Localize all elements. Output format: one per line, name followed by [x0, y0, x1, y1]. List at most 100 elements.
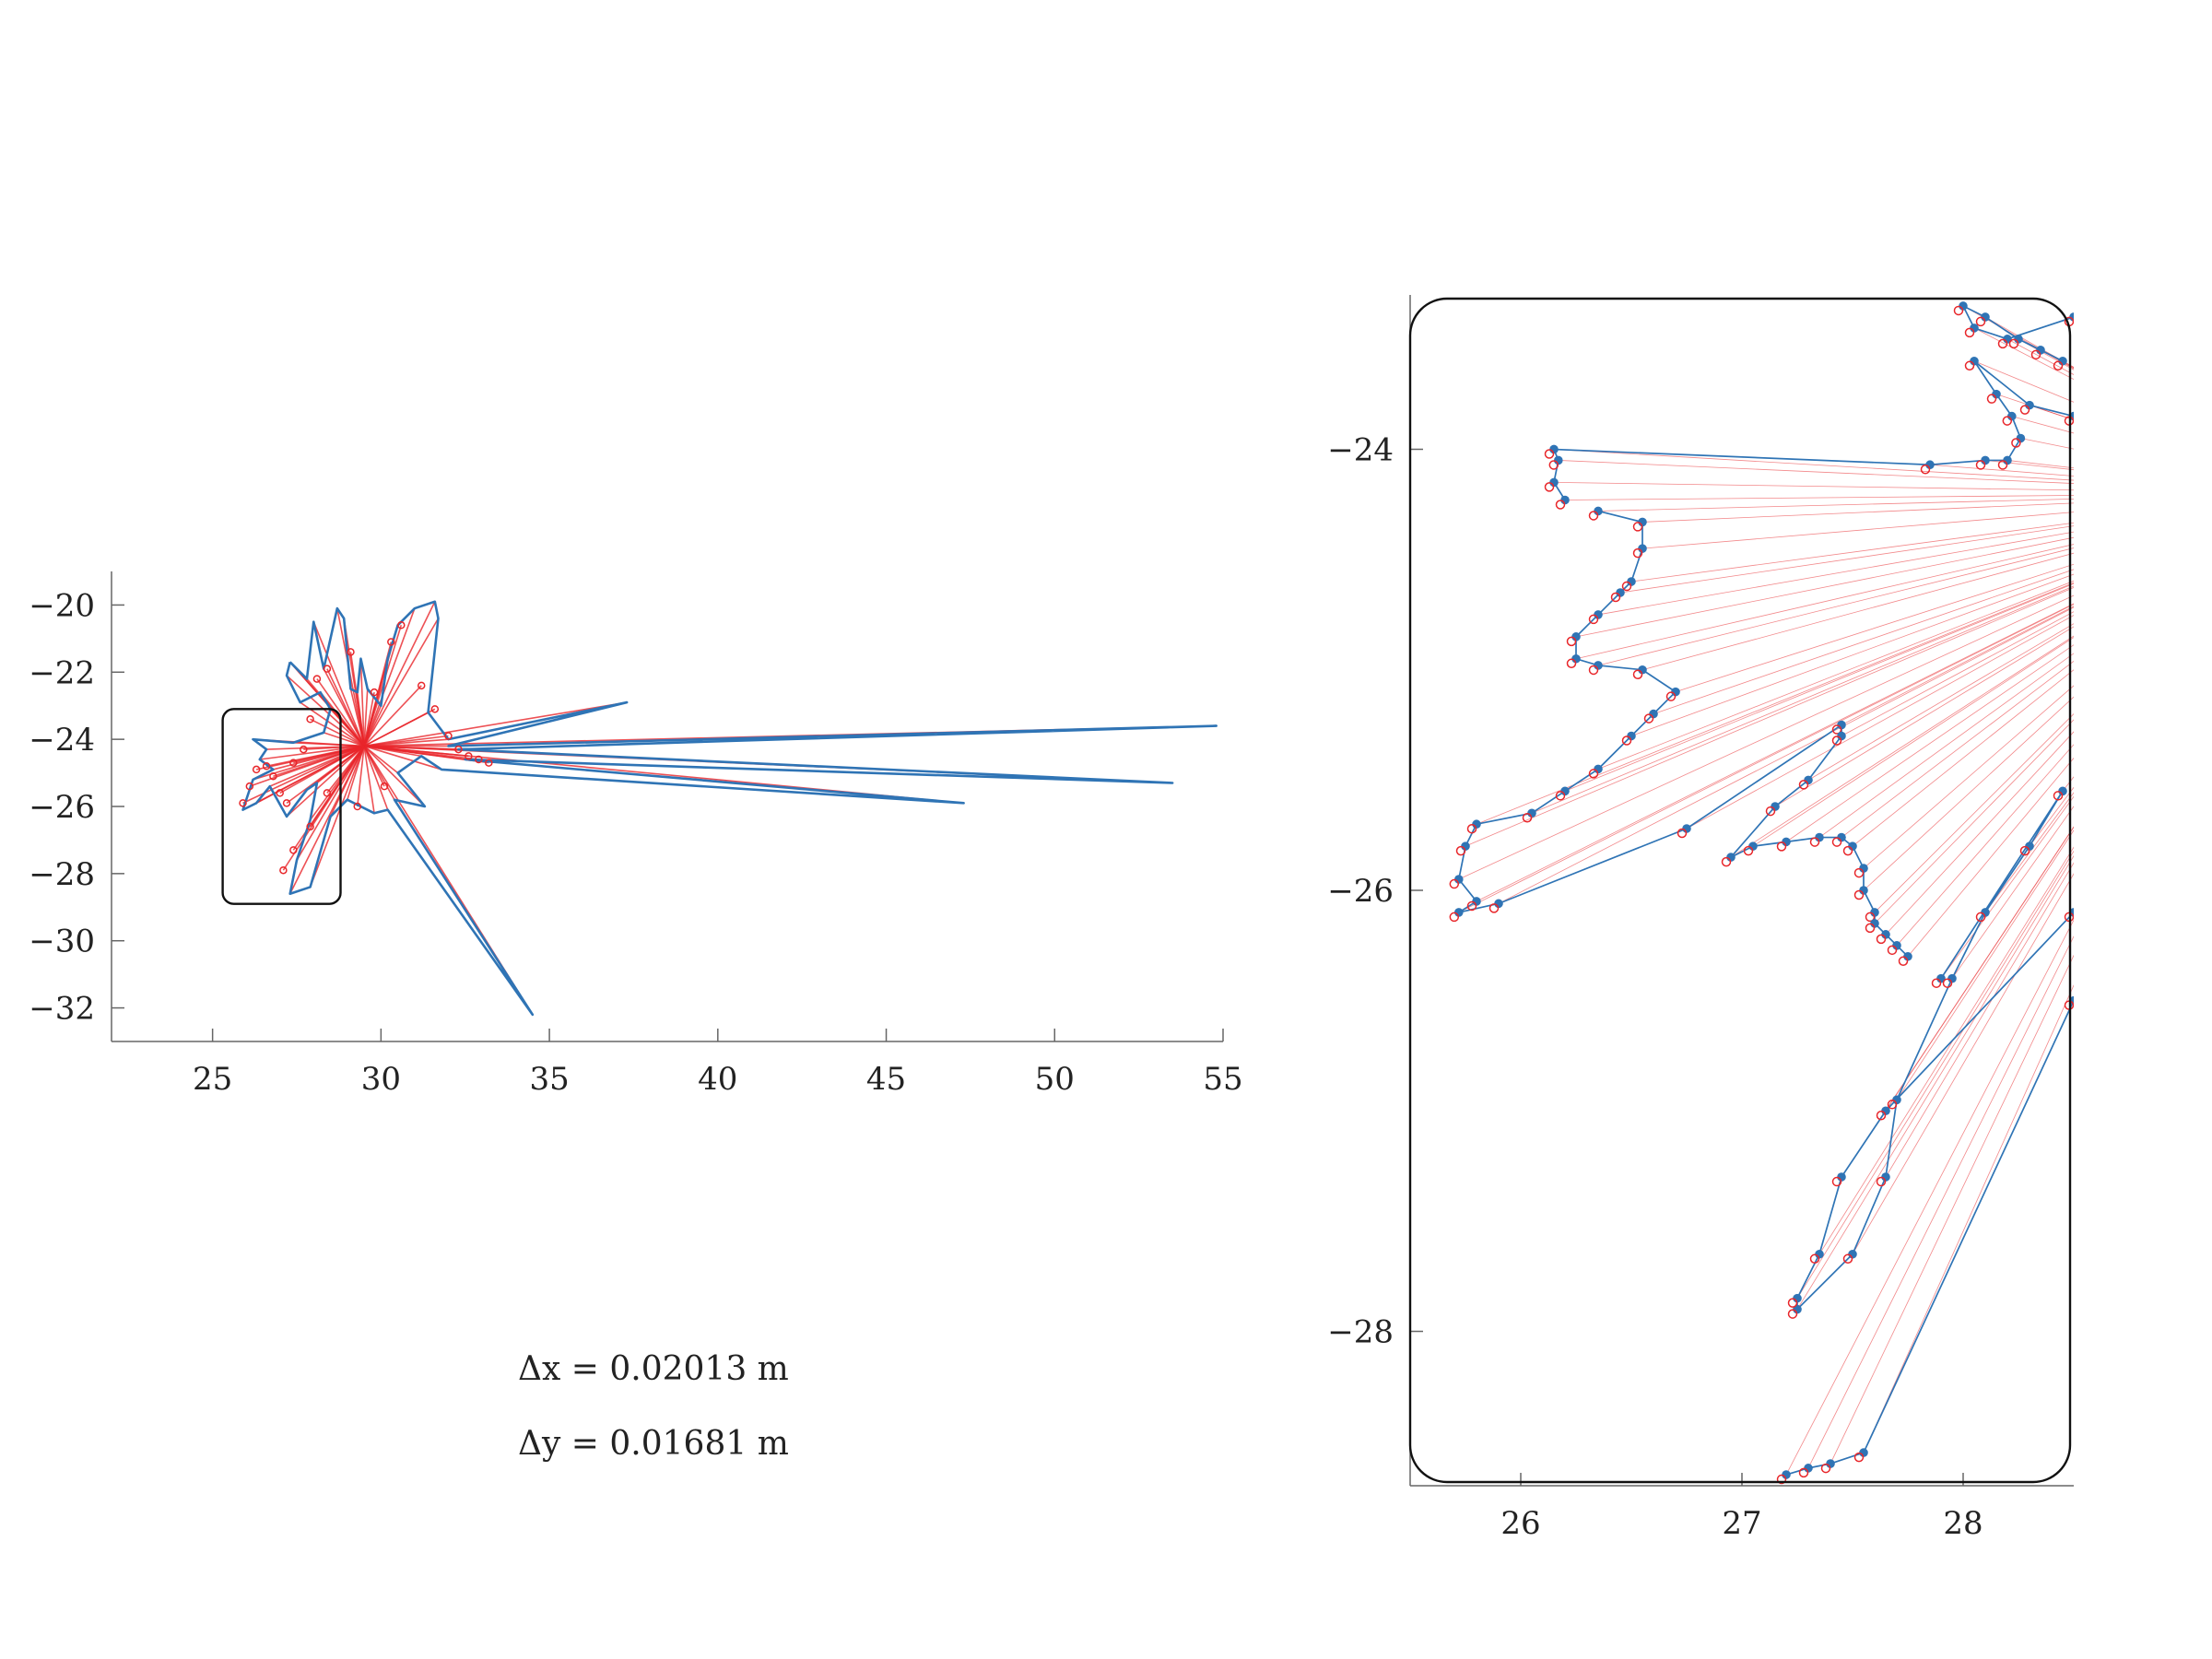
measured-point — [1820, 1463, 1831, 1474]
laser-ray — [1807, 935, 2074, 1469]
laser-ray — [1575, 536, 2074, 638]
laser-ray — [1465, 586, 2074, 847]
x-tick-label: 55 — [1203, 1061, 1242, 1098]
laser-ray — [326, 668, 365, 747]
measured-point — [2019, 845, 2030, 856]
laser-ray — [1885, 826, 2074, 1112]
laser-ray — [1951, 806, 2074, 979]
scan-line — [1961, 304, 2074, 362]
laser-ray — [363, 607, 416, 747]
estimated-point — [1870, 908, 1879, 917]
laser-ray — [286, 675, 365, 747]
measured-point — [1964, 327, 1975, 338]
estimated-point — [1859, 864, 1868, 873]
delta-y-annotation: Δy = 0.01681 m — [518, 1425, 789, 1463]
measured-point — [1776, 841, 1787, 852]
x-tick-label: 45 — [866, 1061, 906, 1098]
laser-ray — [363, 701, 628, 747]
estimated-point — [1992, 389, 2001, 399]
laser-ray — [1564, 582, 2074, 792]
laser-ray — [1929, 464, 2074, 477]
laser-ray — [363, 745, 442, 771]
estimated-point — [1793, 1304, 1802, 1314]
measured-point — [1842, 1253, 1853, 1265]
laser-ray — [316, 678, 365, 747]
measured-point — [1787, 1309, 1798, 1319]
measured-point — [1798, 1467, 1809, 1478]
measured-point — [1953, 305, 1964, 316]
measured-point — [262, 762, 271, 771]
laser-ray — [1553, 449, 2074, 481]
laser-ray — [2018, 338, 2074, 371]
measured-point — [2008, 338, 2019, 349]
measured-point — [1787, 1298, 1798, 1308]
laser-ray — [1641, 552, 2074, 671]
measured-point — [252, 765, 261, 774]
estimated-point — [1815, 1249, 1824, 1259]
laser-ray — [1796, 850, 2074, 1299]
laser-ray — [1774, 626, 2074, 807]
laser-ray — [1841, 606, 2074, 725]
measured-point — [289, 759, 298, 767]
estimated-point — [2007, 411, 2017, 421]
measured-point — [1865, 912, 1876, 923]
measured-point — [1809, 837, 1820, 847]
estimated-point — [1549, 477, 1559, 488]
estimated-point — [1454, 875, 1464, 884]
x-tick-label: 35 — [529, 1061, 569, 1098]
estimated-point — [1649, 709, 1658, 719]
laser-ray — [1630, 522, 2074, 582]
laser-ray — [1564, 495, 2074, 500]
overview-plot: 25 30 35 40 45 50 55 −20 −22 −24 −26 −28 −30 −32 — [29, 571, 1243, 1098]
laser-ray — [1752, 637, 2074, 847]
measured-point — [1466, 900, 1477, 912]
scan-line — [1552, 360, 2074, 500]
measured-point — [1455, 845, 1466, 856]
estimated-point — [1682, 824, 1691, 833]
scan-line — [1796, 790, 2074, 1312]
laser-ray — [1730, 635, 2074, 858]
estimated-point — [1472, 819, 1481, 830]
laser-ray — [1863, 685, 2074, 869]
y-tick-label: −28 — [1327, 1314, 1394, 1351]
estimated-point — [1837, 1172, 1846, 1182]
laser-ray — [356, 746, 365, 807]
measured-point — [1776, 1474, 1787, 1485]
estimated-point — [1549, 444, 1559, 454]
measured-point — [2019, 405, 2030, 415]
laser-ray — [288, 746, 365, 895]
measured-point — [2011, 438, 2021, 448]
estimated-point — [1560, 495, 1570, 505]
laser-ray — [363, 745, 426, 807]
estimated-point — [2014, 335, 2023, 344]
estimated-point — [1936, 973, 1946, 983]
laser-ray — [1896, 830, 2074, 1100]
estimated-point — [1782, 837, 1791, 847]
estimated-point — [1627, 577, 1636, 586]
estimated-point — [2016, 433, 2026, 443]
measured-point — [2053, 791, 2064, 801]
laser-ray — [293, 745, 365, 764]
measured-point — [1975, 316, 1986, 327]
x-tick-label: 27 — [1722, 1505, 1761, 1542]
x-tick-label: 28 — [1943, 1505, 1983, 1542]
delta-x-annotation: Δx = 0.02013 m — [518, 1350, 789, 1388]
laser-ray — [1852, 873, 2074, 1254]
measured-point — [1920, 464, 1931, 475]
laser-ray — [1675, 563, 2074, 693]
estimated-point — [1959, 301, 1968, 311]
laser-ray — [1619, 525, 2074, 594]
laser-ray — [1885, 862, 2074, 1178]
laser-ray — [1863, 696, 2074, 891]
laser-ray — [1686, 615, 2074, 830]
estimated-point — [1903, 951, 1912, 961]
measured-point — [1588, 665, 1599, 676]
estimated-point — [1804, 1464, 1813, 1473]
measured-point — [239, 799, 247, 807]
laser-ray — [273, 745, 365, 777]
laser-ray — [2029, 786, 2074, 847]
laser-ray — [1641, 512, 2074, 549]
estimated-point — [1793, 1293, 1802, 1303]
zoom-panel-frame — [1408, 297, 2072, 1484]
laser-ray — [1531, 585, 2074, 814]
